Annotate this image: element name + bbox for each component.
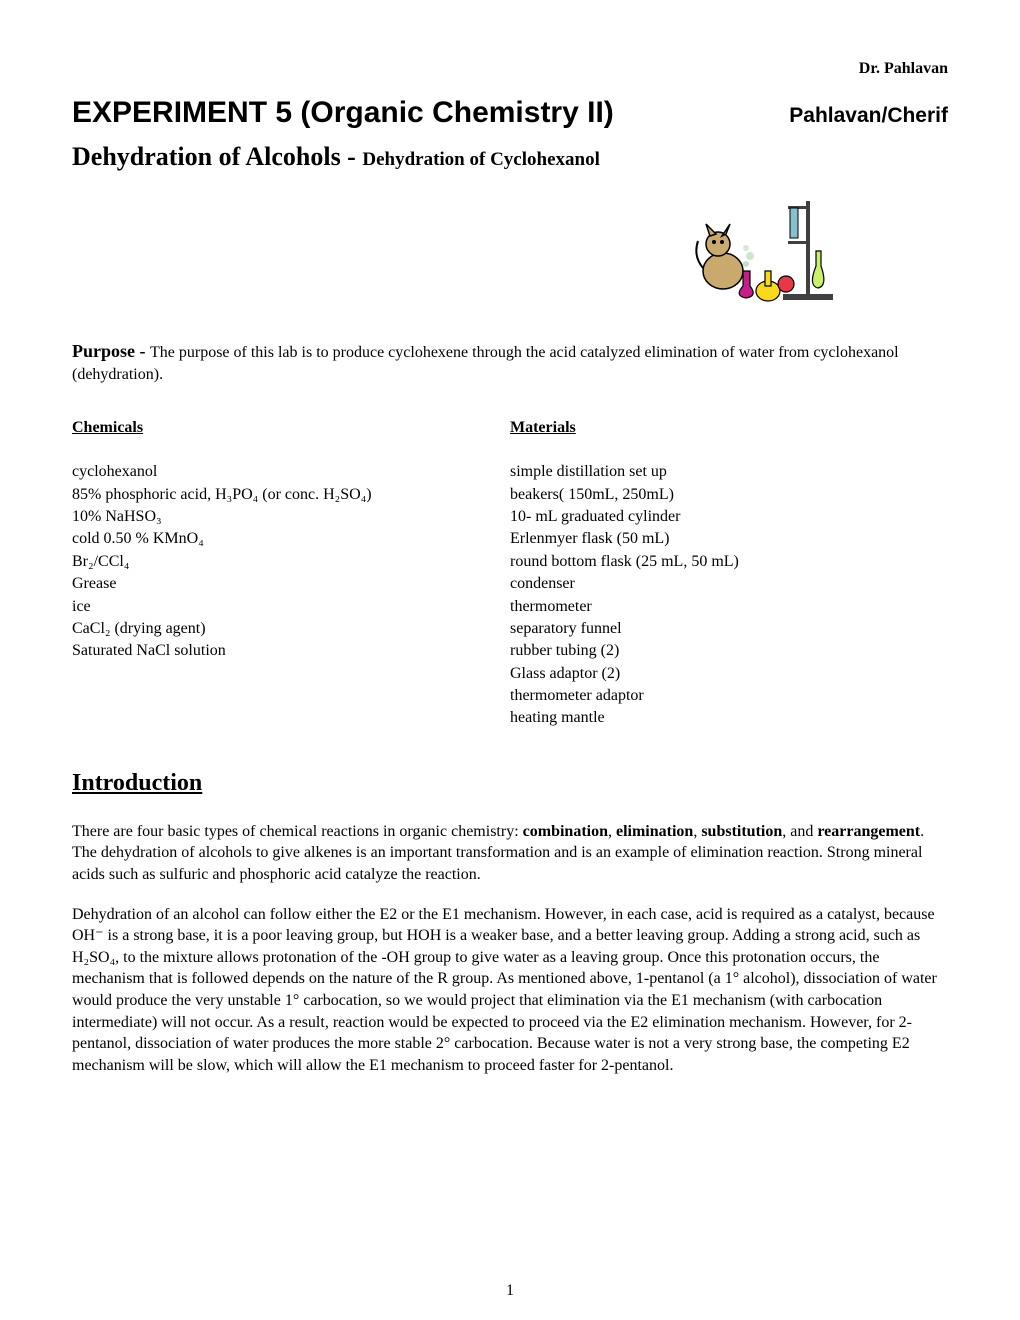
document-page: Dr. Pahlavan EXPERIMENT 5 (Organic Chemi… <box>0 0 1020 1320</box>
materials-head: Materials <box>510 419 948 437</box>
p1-text: There are four basic types of chemical r… <box>72 823 523 840</box>
mat-item: round bottom flask (25 mL, 50 mL) <box>510 551 948 573</box>
chem-item: Saturated NaCl solution <box>72 640 510 662</box>
p1-bold: substitution <box>701 823 782 840</box>
subtitle-big: Dehydration of Alcohols - <box>72 142 362 171</box>
mat-item: simple distillation set up <box>510 461 948 483</box>
lab-illustration <box>72 196 948 311</box>
p1-bold: rearrangement <box>817 823 920 840</box>
mat-item: 10- mL graduated cylinder <box>510 506 948 528</box>
chem-item: ice <box>72 596 510 618</box>
subtitle-small: Dehydration of Cyclohexanol <box>362 149 600 170</box>
mat-item: separatory funnel <box>510 618 948 640</box>
p1-line2: The dehydration of alcohols to give alke… <box>72 844 922 883</box>
mat-item: condenser <box>510 573 948 595</box>
introduction-heading: Introduction <box>72 770 948 797</box>
chem-item: 85% phosphoric acid, H₃PO₄ (or conc. H₂S… <box>72 484 510 506</box>
chem-item: 10% NaHSO₃ <box>72 506 510 528</box>
materials-column: Materials simple distillation set up bea… <box>510 419 948 730</box>
chem-item: CaCl₂ (drying agent) <box>72 618 510 640</box>
header-author: Dr. Pahlavan <box>72 60 948 78</box>
subtitle: Dehydration of Alcohols - Dehydration of… <box>72 142 948 172</box>
purpose-paragraph: Purpose - The purpose of this lab is to … <box>72 339 948 385</box>
p1-bold: combination <box>523 823 608 840</box>
experiment-title: EXPERIMENT 5 (Organic Chemistry II) <box>72 96 614 130</box>
chemicals-column: Chemicals cyclohexanol 85% phosphoric ac… <box>72 419 510 730</box>
intro-paragraph-1: There are four basic types of chemical r… <box>72 821 948 886</box>
chem-item: cyclohexanol <box>72 461 510 483</box>
p1-bold: elimination <box>616 823 693 840</box>
title-authors: Pahlavan/Cherif <box>789 104 948 128</box>
mat-item: beakers( 150mL, 250mL) <box>510 484 948 506</box>
intro-paragraph-2: Dehydration of an alcohol can follow eit… <box>72 904 948 1077</box>
p1-sep: . <box>920 823 924 840</box>
chem-item: Br₂/CCl₄ <box>72 551 510 573</box>
p1-sep: , <box>608 823 616 840</box>
purpose-label: Purpose - <box>72 341 150 361</box>
purpose-text: The purpose of this lab is to produce cy… <box>72 344 899 383</box>
page-number: 1 <box>0 1282 1020 1300</box>
mat-item: heating mantle <box>510 707 948 729</box>
chemicals-materials-columns: Chemicals cyclohexanol 85% phosphoric ac… <box>72 419 948 730</box>
mat-item: Glass adaptor (2) <box>510 663 948 685</box>
chem-item: cold 0.50 % KMnO₄ <box>72 528 510 550</box>
mat-item: thermometer adaptor <box>510 685 948 707</box>
mat-item: rubber tubing (2) <box>510 640 948 662</box>
mat-item: Erlenmyer flask (50 mL) <box>510 528 948 550</box>
title-row: EXPERIMENT 5 (Organic Chemistry II) Pahl… <box>72 96 948 130</box>
chem-item: Grease <box>72 573 510 595</box>
mat-item: thermometer <box>510 596 948 618</box>
chemicals-head: Chemicals <box>72 419 510 437</box>
chemistry-cartoon-icon <box>688 196 838 306</box>
p1-sep: , and <box>782 823 817 840</box>
